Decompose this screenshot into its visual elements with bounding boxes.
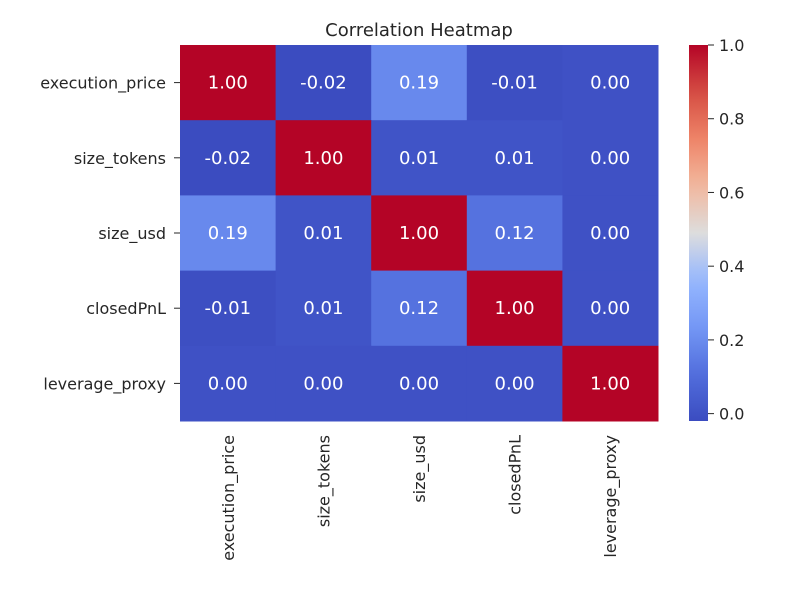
colorbar: 0.0 0.2 0.4 0.6 0.8 1.0 [689, 36, 744, 424]
heatmap-cell [466, 270, 563, 347]
cell-value-label: 0.19 [208, 223, 248, 244]
heatmap-cell [466, 345, 563, 422]
row-label: execution_price [40, 74, 166, 94]
heatmap-cell [371, 345, 468, 422]
heatmap-cells: 1.00 -0.02 0.19 -0.01 0.00 -0.02 1.00 0.01 0.01 0… [180, 45, 659, 422]
cell-value-label: 0.00 [303, 373, 343, 394]
heatmap-cell [562, 45, 659, 121]
heatmap-cell [466, 195, 563, 272]
column-tick-labels: execution_price size_tokens size_usd closed… [219, 435, 621, 561]
cell-value-label: -0.01 [491, 73, 538, 94]
cell-value-label: 0.00 [590, 298, 630, 319]
cell-value-label: 1.00 [303, 148, 343, 169]
cell-value-label: 1.00 [208, 73, 248, 94]
heatmap-cell [180, 345, 277, 422]
row-label: closedPnL [86, 299, 166, 318]
cell-value-label: 0.12 [399, 298, 439, 319]
column-label: execution_price [219, 435, 239, 561]
row-tick-labels: execution_price size_tokens size_usdclosed… [40, 74, 180, 394]
heatmap-cell [180, 120, 277, 196]
cell-value-label: 0.01 [303, 298, 343, 319]
column-label: size_tokens [314, 435, 334, 527]
colorbar-tick-label: 1.0 [719, 36, 744, 55]
cell-value-label: -0.01 [205, 298, 252, 319]
heatmap-cell [180, 270, 277, 347]
cell-value-label: 0.00 [590, 148, 630, 169]
heatmap-cell [275, 45, 372, 121]
chart-title: Correlation Heatmap [325, 20, 513, 41]
cell-value-label: 1.00 [590, 373, 630, 394]
cell-value-label: 0.01 [495, 148, 535, 169]
colorbar-ticks: 0.0 0.2 0.4 0.6 0.8 1.0 [708, 36, 744, 424]
cell-value-label: 0.00 [590, 223, 630, 244]
column-label: size_usd [410, 435, 430, 503]
heatmap-cell [371, 45, 468, 121]
row-label: leverage_proxy [43, 374, 166, 394]
heatmap-cell [275, 195, 372, 272]
colorbar-tick-label: 0.6 [719, 183, 744, 202]
cell-value-label: 0.00 [495, 373, 535, 394]
heatmap-cell [562, 195, 659, 272]
heatmap-cell [275, 270, 372, 347]
heatmap-cell [371, 270, 468, 347]
cell-value-label: -0.02 [205, 148, 252, 169]
cell-value-label: 0.19 [399, 73, 439, 94]
cell-value-label: 0.01 [303, 223, 343, 244]
cell-value-label: 0.01 [399, 148, 439, 169]
heatmap-cell [562, 270, 659, 347]
heatmap-cell [371, 120, 468, 196]
cell-value-label: 0.00 [208, 373, 248, 394]
colorbar-tick-label: 0.4 [719, 257, 744, 276]
column-label: leverage_proxy [601, 435, 621, 558]
colorbar-tick-label: 0.2 [719, 331, 744, 350]
heatmap-cell [466, 45, 563, 121]
row-label: size_usd [98, 224, 166, 244]
heatmap-cell [562, 345, 659, 422]
heatmap-cell [466, 120, 563, 196]
cell-value-label: 0.12 [495, 223, 535, 244]
heatmap-cell [562, 120, 659, 196]
heatmap-cell [275, 120, 372, 196]
heatmap-cell [275, 345, 372, 422]
cell-value-label: -0.02 [300, 73, 347, 94]
colorbar-gradient [689, 45, 708, 421]
column-label: closedPnL [506, 435, 525, 515]
cell-value-label: 1.00 [495, 298, 535, 319]
row-label: size_tokens [74, 149, 166, 169]
heatmap-cell [180, 45, 277, 121]
cell-value-label: 0.00 [590, 73, 630, 94]
colorbar-tick-label: 0.8 [719, 110, 744, 129]
heatmap-cell [180, 195, 277, 272]
colorbar-tick-label: 0.0 [719, 405, 744, 424]
heatmap-cell [371, 195, 468, 272]
cell-value-label: 1.00 [399, 223, 439, 244]
cell-value-label: 0.00 [399, 373, 439, 394]
